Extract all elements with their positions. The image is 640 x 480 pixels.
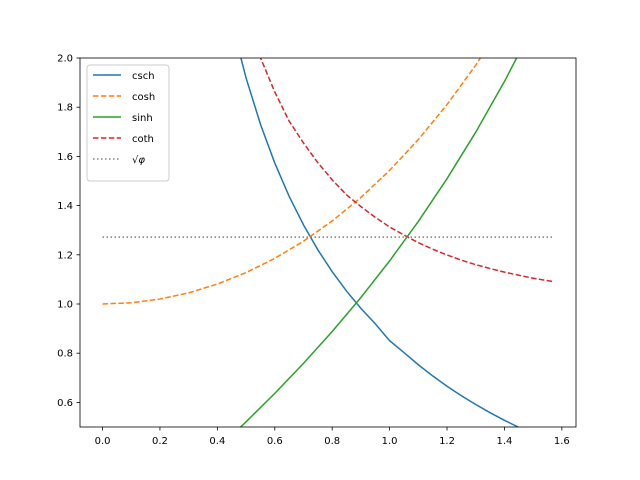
x-tick-label: 1.4 [496,436,512,447]
y-tick-label: 1.6 [57,152,73,163]
x-tick-label: 0.4 [209,436,225,447]
legend-label-cosh: cosh [132,92,155,103]
legend: csch cosh sinh coth √φ [86,64,170,182]
y-tick-label: 1.4 [57,201,73,212]
x-tick-label: 0.0 [95,436,111,447]
legend-label-coth: coth [132,134,154,145]
legend-label-csch: csch [132,71,155,82]
x-axis: 0.0 0.2 0.4 0.6 0.8 1.0 1.2 1.4 1.6 [95,427,570,447]
series-line-coth [259,58,554,283]
x-tick-label: 0.8 [324,436,340,447]
y-tick-label: 0.6 [57,398,73,409]
series-line-cosh [102,58,482,305]
legend-label-sqrt-phi: √φ [132,155,145,166]
series-line-csch [240,58,520,427]
x-tick-label: 1.6 [554,436,570,447]
y-tick-label: 1.2 [57,250,73,261]
plot-frame [79,57,577,428]
y-tick-label: 1.8 [57,103,73,114]
legend-label-sinh: sinh [132,113,153,124]
x-tick-label: 0.2 [152,436,168,447]
y-axis: 0.6 0.8 1.0 1.2 1.4 1.6 1.8 2.0 [57,54,80,409]
x-tick-label: 1.0 [382,436,398,447]
x-tick-label: 0.6 [267,436,283,447]
series-line-sinh [239,58,518,427]
series-layer [102,58,554,427]
legend-box [86,64,170,182]
y-tick-label: 0.8 [57,349,73,360]
x-tick-label: 1.2 [439,436,455,447]
y-tick-label: 2.0 [57,54,73,65]
y-tick-label: 1.0 [57,300,73,311]
